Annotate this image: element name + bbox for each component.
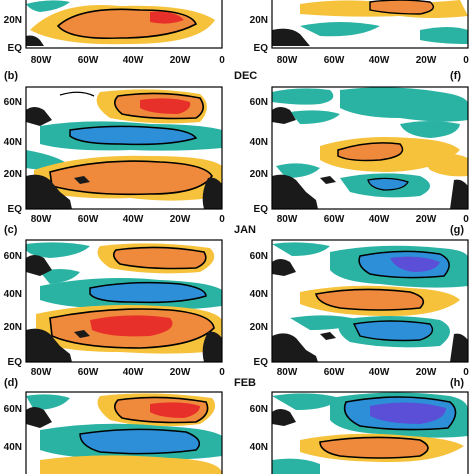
panel-g-frame (271, 239, 469, 363)
panel-h: 60N 40N (250, 391, 469, 474)
panel-d: 60N 40N (4, 391, 223, 474)
panel-g-ytick-0: 60N (250, 251, 268, 262)
panel-c-ytick-3: EQ (8, 357, 23, 368)
panel-g-xtick-2: 40W (369, 367, 390, 378)
panel-g-xtick-1: 60W (324, 367, 345, 378)
panel-f-month: DEC (234, 70, 257, 82)
panel-b-xtick-3: 20W (170, 214, 191, 225)
panel-e-xtick-0: 80W (277, 55, 298, 66)
panel-f: 60N 40N 20N EQ 80W 60W 40W 20W 0 (250, 86, 469, 225)
panel-g-ytick-1: 40N (250, 289, 268, 300)
panel-f-xtick-3: 20W (416, 214, 437, 225)
panel-b: 60N 40N 20N EQ 80W 60W 40W 20W 0 (4, 86, 225, 225)
panel-c-xtick-4: 0 (219, 367, 225, 378)
panel-b-xtick-4: 0 (219, 214, 225, 225)
panel-h-tag: (h) (450, 377, 464, 389)
panel-g-ytick-3: EQ (254, 357, 269, 368)
panel-b-xtick-0: 80W (31, 214, 52, 225)
panel-c-ytick-1: 40N (4, 289, 22, 300)
panel-c-ytick-2: 20N (4, 322, 22, 333)
panel-f-ytick-3: EQ (254, 204, 269, 215)
panel-h-ytick-0: 60N (250, 404, 268, 415)
panel-b-frame (25, 86, 223, 210)
panel-b-field (26, 87, 222, 209)
panel-f-ytick-1: 40N (250, 137, 268, 148)
panel-d-tag: (d) (4, 377, 18, 389)
panel-g-field (272, 240, 468, 362)
panel-g-tag: (g) (450, 224, 464, 236)
panel-g-xtick-4: 0 (463, 367, 469, 378)
panel-f-xtick-4: 0 (463, 214, 469, 225)
panel-d-field (26, 392, 222, 474)
panel-a-xtick-1: 60W (78, 55, 99, 66)
panel-a-xtick-3: 20W (170, 55, 191, 66)
panel-g-month: JAN (234, 224, 256, 236)
panel-f-ytick-2: 20N (250, 169, 268, 180)
panel-c: 60N 40N 20N EQ 80W 60W 40W 20W 0 (4, 239, 225, 378)
panel-g-xtick-0: 80W (277, 367, 298, 378)
panel-g-xtick-3: 20W (416, 367, 437, 378)
panel-b-xtick-2: 40W (123, 214, 144, 225)
panel-f-field (272, 87, 468, 209)
panel-b-ytick-2: 20N (4, 169, 22, 180)
panel-a-ytick-0: 20N (4, 15, 22, 26)
panel-c-field (26, 240, 222, 362)
panel-a-frame (25, 0, 223, 49)
panel-f-ytick-0: 60N (250, 97, 268, 108)
panel-f-tag: (f) (450, 70, 461, 82)
panel-g-ytick-2: 20N (250, 322, 268, 333)
panel-b-ytick-1: 40N (4, 137, 22, 148)
panel-e-xtick-3: 20W (416, 55, 437, 66)
panel-b-ytick-3: EQ (8, 204, 23, 215)
panel-b-ytick-0: 60N (4, 97, 22, 108)
panel-e-frame (271, 0, 469, 49)
panel-f-xtick-1: 60W (324, 214, 345, 225)
panel-e-ytick-1: EQ (254, 43, 269, 54)
panel-a-xtick-2: 40W (123, 55, 144, 66)
panel-c-xtick-1: 60W (78, 367, 99, 378)
panel-e-xtick-2: 40W (369, 55, 390, 66)
panel-c-ytick-0: 60N (4, 251, 22, 262)
panel-e-xtick-4: 0 (463, 55, 469, 66)
panel-e-field (272, 0, 468, 48)
panel-e-ytick-0: 20N (250, 15, 268, 26)
panel-h-month: FEB (234, 377, 256, 389)
panel-c-frame (25, 239, 223, 363)
panel-f-frame (271, 86, 469, 210)
panel-c-tag: (c) (4, 224, 18, 236)
panel-f-xtick-2: 40W (369, 214, 390, 225)
panel-e-xtick-1: 60W (324, 55, 345, 66)
panel-d-ytick-0: 60N (4, 404, 22, 415)
panel-c-xtick-0: 80W (31, 367, 52, 378)
panel-h-ytick-1: 40N (250, 442, 268, 453)
panel-c-xtick-2: 40W (123, 367, 144, 378)
panel-d-ytick-1: 40N (4, 442, 22, 453)
panel-h-field (272, 392, 468, 474)
panel-a-xtick-4: 0 (219, 55, 225, 66)
panel-a-field (26, 0, 222, 48)
panel-a: 20N EQ 80W 60W 40W 20W 0 (4, 0, 225, 66)
panel-d-frame (25, 391, 223, 474)
panel-c-xtick-3: 20W (170, 367, 191, 378)
panel-b-xtick-1: 60W (78, 214, 99, 225)
panel-h-frame (271, 391, 469, 474)
panel-f-xtick-0: 80W (277, 214, 298, 225)
panel-e: 20N EQ 80W 60W 40W 20W 0 (250, 0, 469, 66)
panel-b-tag: (b) (4, 70, 18, 82)
panel-a-xtick-0: 80W (31, 55, 52, 66)
panel-a-ytick-1: EQ (8, 43, 23, 54)
panel-g: 60N 40N 20N EQ 80W 60W 40W 20W 0 (250, 239, 469, 378)
